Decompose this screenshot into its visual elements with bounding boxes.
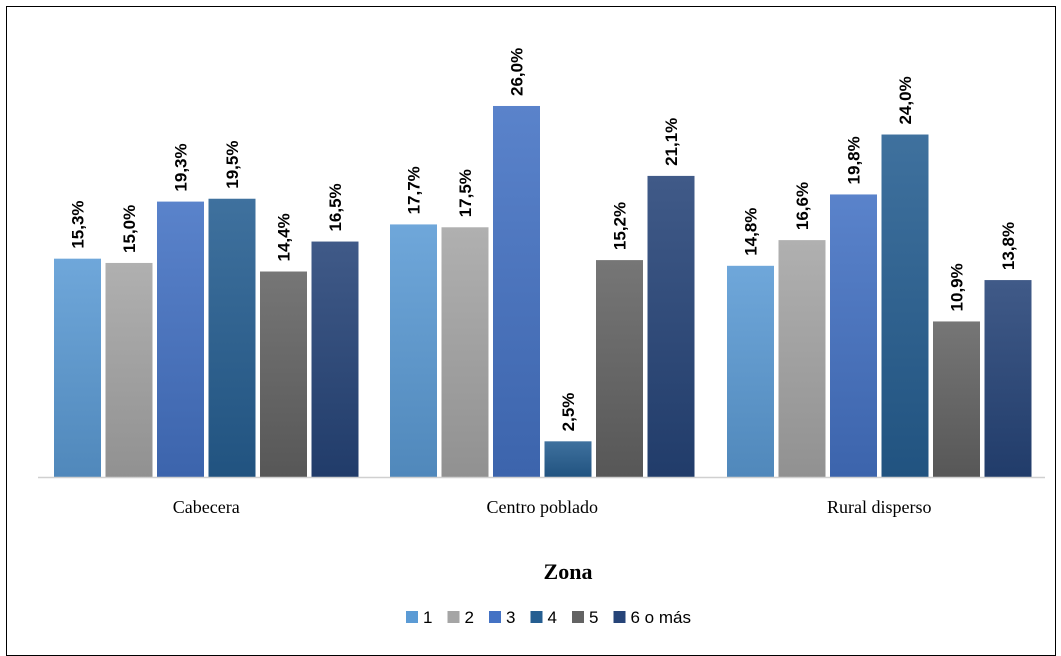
data-label: 19,8% <box>845 136 864 184</box>
bar-rural-disperso-series-6 <box>984 280 1032 477</box>
legend-label-2: 2 <box>465 608 474 627</box>
data-label: 14,4% <box>275 213 294 261</box>
bar-centro-poblado-series-5 <box>596 260 643 477</box>
legend-label-5: 5 <box>589 608 598 627</box>
bar-centro-poblado-series-6 <box>647 175 695 477</box>
bar-cabecera-series-3 <box>157 201 204 478</box>
data-label: 13,8% <box>999 222 1018 270</box>
bar-centro-poblado-series-1 <box>390 224 437 477</box>
category-label: Rural disperso <box>827 497 931 517</box>
data-label: 24,0% <box>896 76 915 124</box>
data-label: 10,9% <box>948 263 967 311</box>
bar-centro-poblado-series-3 <box>493 105 540 477</box>
legend-swatch-4 <box>530 611 543 623</box>
legend-swatch-3 <box>489 611 501 623</box>
bar-rural-disperso-series-4 <box>881 134 929 477</box>
bar-cabecera-series-4 <box>208 198 256 478</box>
data-label: 15,0% <box>120 205 139 253</box>
legend-label-1: 1 <box>423 608 432 627</box>
bar-cabecera-series-2 <box>105 262 153 477</box>
bar-centro-poblado-series-2 <box>441 227 489 477</box>
data-label: 26,0% <box>508 48 527 96</box>
bar-rural-disperso-series-1 <box>727 265 774 477</box>
legend-swatch-1 <box>406 611 418 623</box>
legend-swatch-5 <box>572 611 584 623</box>
bar-cabecera-series-1 <box>54 258 101 477</box>
legend-label-4: 4 <box>548 608 557 627</box>
legend-label-6: 6 o más <box>631 608 691 627</box>
data-label: 19,5% <box>223 141 242 189</box>
data-label: 17,7% <box>405 166 424 214</box>
data-label: 15,3% <box>69 200 88 248</box>
data-label: 2,5% <box>559 393 578 432</box>
bar-rural-disperso-series-3 <box>830 194 877 478</box>
category-label: Centro poblado <box>487 497 598 517</box>
data-label: 19,3% <box>172 143 191 191</box>
bar-rural-disperso-series-5 <box>933 321 980 477</box>
bar-centro-poblado-series-4 <box>544 441 592 477</box>
category-labels: Cabecera Centro poblado Rural disperso <box>173 497 932 517</box>
legend: 1 2 3 4 5 6 o más <box>406 608 691 627</box>
x-axis-title: Zona <box>544 559 593 584</box>
bars-group: 15,3% 15,0% 19,3% 19,5% 14,4% 16,5% 17,7% 17,5%… <box>54 48 1032 478</box>
data-label: 17,5% <box>456 169 475 217</box>
data-label: 16,5% <box>326 183 345 231</box>
category-label: Cabecera <box>173 497 240 517</box>
legend-label-3: 3 <box>506 608 515 627</box>
bar-rural-disperso-series-2 <box>778 240 826 477</box>
legend-swatch-6 <box>613 611 626 623</box>
data-label: 21,1% <box>662 118 681 166</box>
data-label: 14,8% <box>742 208 761 256</box>
bar-cabecera-series-6 <box>311 241 359 477</box>
data-label: 16,6% <box>793 182 812 230</box>
data-label: 15,2% <box>611 202 630 250</box>
bar-cabecera-series-5 <box>260 271 307 477</box>
legend-swatch-2 <box>447 611 460 623</box>
